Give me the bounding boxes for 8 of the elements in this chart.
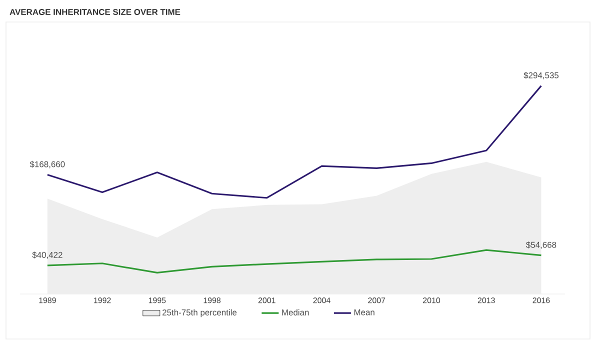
chart-title: AVERAGE INHERITANCE SIZE OVER TIME (10, 9, 180, 15)
legend-label: 25th-75th percentile (162, 309, 237, 318)
legend-label: Mean (354, 309, 374, 316)
data-label: $294,535 (524, 72, 559, 80)
legend-label: Median (282, 309, 309, 316)
data-label: $168,660 (30, 160, 65, 168)
data-label: $40,422 (32, 252, 62, 259)
data-label: $54,668 (526, 241, 556, 249)
